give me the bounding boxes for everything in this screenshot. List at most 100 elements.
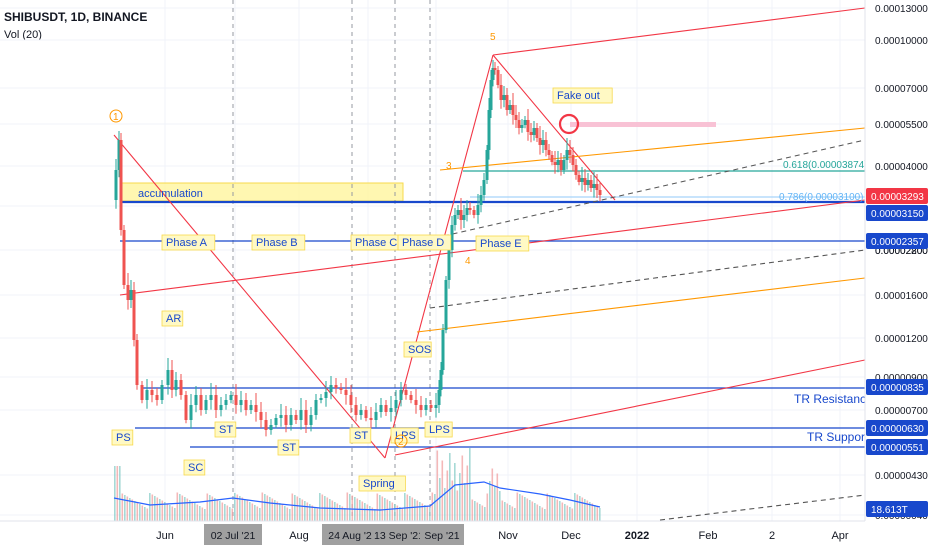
- volume-bar: [351, 495, 354, 521]
- volume-bar: [259, 508, 261, 521]
- candle-body: [541, 140, 545, 145]
- candle-body: [532, 128, 536, 135]
- sos-label-text: SOS: [408, 344, 431, 356]
- lps-label-2: LPS: [424, 421, 453, 438]
- volume-bar: [236, 494, 239, 521]
- candle-body: [114, 170, 118, 200]
- volume-bar: [469, 448, 471, 521]
- volume-bar: [189, 500, 191, 521]
- price-tag-label: 0.00003293: [871, 192, 924, 203]
- trend-line: [416, 277, 865, 333]
- volume-bar: [114, 466, 116, 521]
- candle-body: [456, 210, 460, 215]
- fakeout-circle: [558, 113, 580, 135]
- volume-bar: [331, 500, 334, 521]
- candle-body: [565, 150, 569, 160]
- volume-bar: [451, 480, 454, 521]
- volume-bar: [159, 499, 161, 521]
- price-tick-label: 0.00010000: [875, 36, 928, 47]
- candle-body: [344, 390, 348, 395]
- price-tick-label: 0.00007000: [875, 84, 928, 95]
- volume-bar: [161, 500, 164, 521]
- tr-resistance-label: TR Resistance: [794, 392, 873, 406]
- candle-body: [179, 380, 183, 395]
- time-highlight-label: Sep '21: [424, 530, 459, 542]
- volume-bar: [224, 504, 226, 521]
- volume-bar: [544, 509, 546, 521]
- ar-label: AR: [161, 310, 184, 327]
- volume-bar: [274, 500, 276, 521]
- trend-line: [113, 134, 386, 459]
- candle-body: [465, 208, 469, 215]
- candle-body: [424, 405, 428, 410]
- sc-label-bg: [183, 459, 206, 476]
- volume-bar: [311, 505, 314, 521]
- wave-2-marker: [394, 434, 408, 448]
- candle-body: [140, 385, 144, 400]
- volume-bar: [241, 497, 244, 521]
- candle-body: [289, 415, 293, 425]
- time-tick-label: 2022: [625, 530, 649, 542]
- candle-body: [444, 280, 448, 330]
- candle-body: [487, 110, 491, 150]
- volume-bar: [196, 504, 199, 521]
- candle-body: [535, 128, 539, 138]
- volume-bar: [486, 493, 489, 521]
- ar-label-text: AR: [166, 313, 181, 325]
- candle-body: [219, 405, 223, 410]
- price-tick-label: 0.00000900: [875, 373, 928, 384]
- volume-bar: [389, 501, 391, 521]
- candle-body: [592, 184, 596, 188]
- volume-bar: [394, 504, 396, 521]
- candle-body: [122, 230, 126, 285]
- candle-body: [485, 150, 489, 180]
- volume-bar: [534, 503, 536, 521]
- candle-body: [309, 415, 313, 425]
- price-tick-label: 0.00000700: [875, 406, 928, 417]
- volume-bar: [126, 496, 129, 521]
- volume-bar: [539, 506, 541, 521]
- candle-body: [453, 215, 457, 225]
- candle-body: [129, 290, 133, 300]
- candle-body: [544, 140, 548, 150]
- volume-bar: [141, 505, 144, 521]
- volume-bar: [439, 478, 441, 521]
- candle-body: [523, 120, 527, 125]
- price-axis[interactable]: 0.00013000 0.00010000 0.00007000 0.00005500…: [864, 0, 932, 522]
- volume-bar: [156, 497, 159, 521]
- price-tag-bg: [866, 420, 928, 436]
- volume-bar: [441, 460, 444, 521]
- candle-body: [462, 215, 466, 220]
- volume-bar: [421, 503, 424, 521]
- candle-body: [556, 160, 560, 165]
- volume-bar: [289, 509, 291, 521]
- price-tag-label: 0.00000630: [871, 424, 924, 435]
- volume-bar: [531, 501, 534, 521]
- candle-body: [514, 115, 518, 120]
- volume-bar: [184, 497, 186, 521]
- ps-label: PS: [111, 429, 134, 446]
- price-tag: 0.00003293: [866, 188, 928, 204]
- time-axis[interactable]: Jun Aug Nov Dec 2022 Feb 2 Apr 02 Jul '21 24 Aug …: [0, 520, 932, 550]
- candle-body: [132, 290, 136, 340]
- candle-body: [214, 395, 218, 410]
- volume-bar: [136, 502, 139, 521]
- volume-bar: [271, 498, 274, 521]
- volume-bar: [444, 488, 446, 521]
- candle-body: [359, 410, 363, 415]
- price-tick-label: 0.00002200: [875, 246, 928, 257]
- candle-body: [493, 68, 497, 70]
- volume-bar: [206, 493, 209, 521]
- fakeout-label-text: Fake out: [557, 90, 600, 102]
- candle-body: [284, 415, 288, 425]
- volume-bar: [279, 503, 281, 521]
- price-tag-label: 0.00002357: [871, 237, 924, 248]
- volume-bar: [339, 505, 341, 521]
- volume-bar: [291, 493, 294, 521]
- time-tick-label: 2: [769, 530, 775, 542]
- volume-bar: [286, 507, 289, 521]
- candle-body: [496, 70, 500, 85]
- volume-bar: [511, 506, 514, 521]
- candle-body: [194, 395, 198, 405]
